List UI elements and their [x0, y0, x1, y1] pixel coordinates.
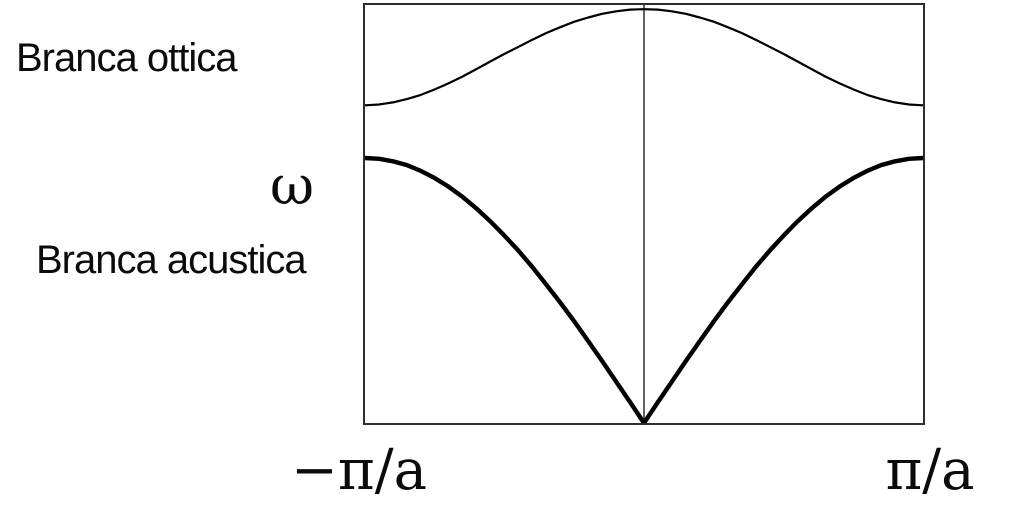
- dispersion-curves: [365, 5, 923, 423]
- x-tick-minus-pi-over-a: −π/a: [291, 438, 427, 503]
- omega-axis-label: ω: [270, 154, 315, 217]
- acoustic-branch-curve: [365, 155, 923, 423]
- acoustic-branch-label: Branca acustica: [36, 238, 307, 282]
- optical-branch-label: Branca ottica: [16, 36, 237, 80]
- dispersion-plot-frame: [363, 3, 925, 425]
- optical-branch-curve: [365, 8, 923, 107]
- x-tick-pi-over-a: π/a: [885, 438, 975, 503]
